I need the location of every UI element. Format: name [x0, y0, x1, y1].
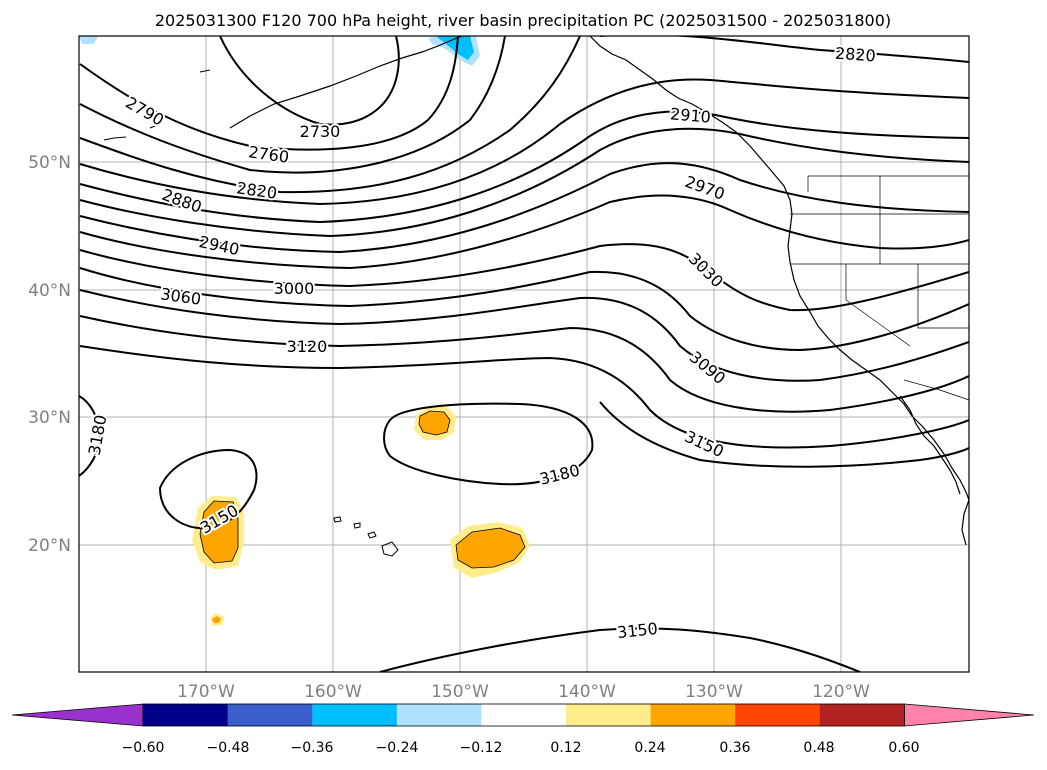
contour-label: 2820: [834, 44, 876, 66]
precip-blob-east-inner: [455, 527, 526, 569]
contour-3030: [79, 267, 969, 352]
colorbar-tick-label: 0.36: [719, 740, 750, 756]
island-aleutian-3: [199, 69, 211, 73]
precip-shading: [79, 36, 530, 626]
precip-neg-corner: [79, 36, 98, 44]
colorbar-segment: [143, 704, 229, 726]
map-title: 2025031300 F120 700 hPa height, river ba…: [155, 11, 891, 30]
contour-2910: [79, 127, 969, 238]
border-us-mexico: [903, 379, 969, 401]
colorbar-tick-label: −0.60: [122, 740, 165, 756]
contour-2940: [79, 162, 969, 254]
contour-3150-north: [599, 401, 969, 468]
colorbar-tick-label: −0.12: [460, 740, 503, 756]
contour-2970: [79, 194, 969, 270]
contour-3180-west: [79, 395, 102, 477]
coast-baja: [899, 395, 961, 495]
colorbar-segment: [650, 704, 736, 726]
border-nevada: [917, 264, 969, 329]
island-hawaii: [381, 541, 399, 557]
lat-label: 30°N: [28, 408, 71, 428]
contour-2820-east: [600, 36, 969, 63]
colorbar-tick-label: −0.36: [291, 740, 334, 756]
contour-label: 3060: [159, 284, 202, 308]
colorbar-segment: [312, 704, 398, 726]
contour-3090: [79, 315, 969, 413]
map-frame: [78, 35, 970, 673]
colorbar-tick-label: 0.24: [634, 740, 665, 756]
colorbar-tick-label: 0.48: [803, 740, 834, 756]
colorbar-outline: [142, 703, 905, 727]
lon-label: 160°W: [304, 682, 362, 702]
lon-label: 120°W: [812, 682, 870, 702]
island-maui: [367, 531, 377, 539]
coast-west-america: [589, 36, 969, 501]
latitude-labels: 50°N 40°N 30°N 20°N: [28, 153, 71, 556]
precip-blob-north-inner: [418, 410, 451, 436]
contour-2820-west: [79, 36, 581, 194]
precip-blob-hawaii-west-inner: [199, 500, 239, 564]
contour-2760: [79, 36, 459, 151]
colorbar-tick-label: −0.48: [207, 740, 250, 756]
contour-2790: [79, 36, 506, 174]
colorbar-segment: [819, 704, 905, 726]
lat-label: 20°N: [28, 536, 71, 556]
contour-3060: [79, 289, 969, 382]
border-california-nevada: [845, 264, 911, 347]
colorbar-segment: [396, 704, 482, 726]
colorbar-extend-high: [904, 703, 1035, 727]
coast-mexico: [961, 499, 969, 546]
contour-3180-loop: [383, 402, 594, 486]
height-contours: [79, 36, 969, 672]
lon-label: 170°W: [177, 682, 235, 702]
lon-label: 130°W: [685, 682, 743, 702]
contour-label: 2910: [669, 104, 711, 126]
island-aleutian-1: [103, 136, 127, 141]
lat-label: 40°N: [28, 281, 71, 301]
colorbar-segment: [481, 704, 567, 726]
colorbar-extend-low: [11, 703, 144, 727]
contour-3150-loop-west: [158, 448, 258, 530]
coast-alaska: [229, 36, 463, 129]
contour-2730: [219, 36, 400, 126]
contour-2880: [79, 110, 969, 224]
lat-label: 50°N: [28, 153, 71, 173]
lon-label: 140°W: [558, 682, 616, 702]
contour-label: 2730: [300, 122, 341, 141]
borders: [790, 175, 969, 401]
contour-3120: [79, 345, 969, 449]
precip-blob-small-inner: [212, 616, 221, 623]
islands: [103, 69, 399, 557]
precip-neg-alaska-inner: [436, 36, 474, 60]
contour-2850: [79, 78, 969, 206]
island-oahu: [353, 522, 361, 529]
colorbar-tick-label: 0.60: [888, 740, 919, 756]
coastlines: [229, 36, 969, 546]
colorbar-tick-label: 0.12: [550, 740, 581, 756]
colorbar-segment: [735, 704, 821, 726]
contour-label: 3000: [274, 279, 315, 298]
colorbar-ticks: −0.60 −0.48 −0.36 −0.24 −0.12 0.12 0.24 …: [122, 740, 920, 756]
contour-3150-south: [379, 627, 861, 672]
colorbar-segment: [227, 704, 313, 726]
colorbar: [11, 703, 1035, 727]
island-kauai: [333, 516, 342, 523]
lon-label: 150°W: [431, 682, 489, 702]
colorbar-tick-label: −0.24: [376, 740, 419, 756]
colorbar-segment: [566, 704, 652, 726]
contour-label: 3120: [287, 337, 328, 356]
contour-3000: [79, 243, 969, 312]
longitude-labels: 170°W 160°W 150°W 140°W 130°W 120°W: [177, 682, 870, 702]
island-aleutian-2: [149, 123, 161, 129]
